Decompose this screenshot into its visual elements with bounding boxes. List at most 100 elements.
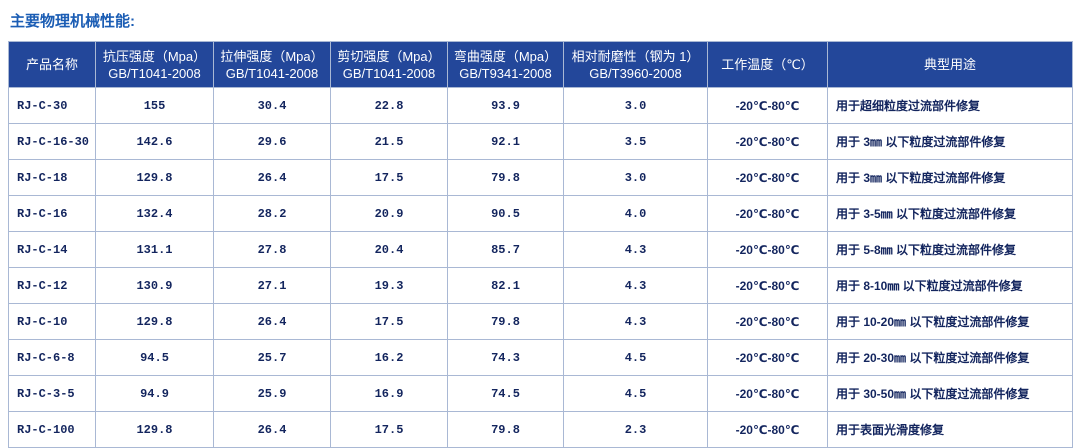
table-cell: 4.5 bbox=[563, 375, 708, 412]
table-cell: 用于表面光滑度修复 bbox=[827, 411, 1073, 448]
table-cell: -20℃-80℃ bbox=[707, 267, 828, 304]
header-text: 产品名称 bbox=[25, 57, 78, 72]
table-cell: 用于 20-30㎜ 以下粒度过流部件修复 bbox=[827, 339, 1073, 376]
table-cell: 用于超细粒度过流部件修复 bbox=[827, 87, 1073, 124]
table-cell: 用于 8-10㎜ 以下粒度过流部件修复 bbox=[827, 267, 1073, 304]
table-cell: -20℃-80℃ bbox=[707, 159, 828, 196]
table-row: RJ-C-18 129.8 26.4 17.5 79.8 3.0 -20℃-80℃ 用于 3㎜… bbox=[8, 159, 1073, 196]
table-cell: RJ-C-10 bbox=[8, 303, 96, 340]
table-cell: RJ-C-12 bbox=[8, 267, 96, 304]
table-body: RJ-C-30 155 30.4 22.8 93.9 3.0 -20℃-80℃ 用于超细粒度过… bbox=[8, 87, 1073, 448]
table-cell: 26.4 bbox=[213, 411, 331, 448]
header-cell: 产品名称 bbox=[8, 41, 96, 88]
table-cell: 4.0 bbox=[563, 195, 708, 232]
table-cell: 28.2 bbox=[213, 195, 331, 232]
table-cell: 27.8 bbox=[213, 231, 331, 268]
table-cell: -20℃-80℃ bbox=[707, 375, 828, 412]
table-row: RJ-C-30 155 30.4 22.8 93.9 3.0 -20℃-80℃ 用于超细粒度过… bbox=[8, 87, 1073, 124]
table-cell: 4.3 bbox=[563, 267, 708, 304]
header-text: 抗压强度（Mpa） bbox=[102, 48, 207, 64]
header-row: 产品名称 抗压强度（Mpa） GB/T1041-2008 拉伸强度（Mpa） GB/T1… bbox=[8, 41, 1073, 88]
table-cell: 92.1 bbox=[447, 123, 564, 160]
header-text: 弯曲强度（Mpa） bbox=[453, 48, 558, 64]
table-cell: 79.8 bbox=[447, 159, 564, 196]
table-cell: 27.1 bbox=[213, 267, 331, 304]
header-text: GB/T9341-2008 bbox=[459, 65, 552, 81]
table-cell: RJ-C-16-30 bbox=[8, 123, 96, 160]
table-cell: RJ-C-16 bbox=[8, 195, 96, 232]
table-cell: -20℃-80℃ bbox=[707, 411, 828, 448]
table-cell: -20℃-80℃ bbox=[707, 231, 828, 268]
table-cell: 16.9 bbox=[330, 375, 448, 412]
table-cell: 26.4 bbox=[213, 303, 331, 340]
table-cell: RJ-C-100 bbox=[8, 411, 96, 448]
header-cell: 弯曲强度（Mpa） GB/T9341-2008 bbox=[447, 41, 564, 88]
table-cell: 25.7 bbox=[213, 339, 331, 376]
table-cell: 16.2 bbox=[330, 339, 448, 376]
table-cell: 20.9 bbox=[330, 195, 448, 232]
header-text: GB/T1041-2008 bbox=[225, 65, 319, 81]
table-cell: RJ-C-14 bbox=[8, 231, 96, 268]
header-cell: 剪切强度（Mpa） GB/T1041-2008 bbox=[330, 41, 448, 88]
table-cell: 132.4 bbox=[95, 195, 214, 232]
header-text: GB/T1041-2008 bbox=[108, 65, 201, 81]
table-row: RJ-C-16 132.4 28.2 20.9 90.5 4.0 -20℃-80℃ 用于 3-… bbox=[8, 195, 1073, 232]
header-text: 拉伸强度（Mpa） bbox=[220, 48, 324, 64]
table-cell: 93.9 bbox=[447, 87, 564, 124]
table-cell: 21.5 bbox=[330, 123, 448, 160]
table-cell: RJ-C-18 bbox=[8, 159, 96, 196]
table-cell: -20℃-80℃ bbox=[707, 195, 828, 232]
table-cell: -20℃-80℃ bbox=[707, 87, 828, 124]
table-cell: -20℃-80℃ bbox=[707, 339, 828, 376]
table-cell: 25.9 bbox=[213, 375, 331, 412]
table-row: RJ-C-100 129.8 26.4 17.5 79.8 2.3 -20℃-80℃ 用于表面… bbox=[8, 411, 1073, 448]
table-cell: 94.5 bbox=[95, 339, 214, 376]
table-cell: 74.3 bbox=[447, 339, 564, 376]
table-row: RJ-C-16-30 142.6 29.6 21.5 92.1 3.5 -20℃-80℃ 用于… bbox=[8, 123, 1073, 160]
table-cell: 用于 3㎜ 以下粒度过流部件修复 bbox=[827, 159, 1073, 196]
table-cell: 29.6 bbox=[213, 123, 331, 160]
table-cell: 4.3 bbox=[563, 231, 708, 268]
header-text: GB/T3960-2008 bbox=[589, 65, 682, 81]
table-row: RJ-C-10 129.8 26.4 17.5 79.8 4.3 -20℃-80℃ 用于 10… bbox=[8, 303, 1073, 340]
table-cell: 17.5 bbox=[330, 411, 448, 448]
header-text: 工作温度（℃） bbox=[721, 57, 814, 72]
table-cell: 17.5 bbox=[330, 303, 448, 340]
table-cell: -20℃-80℃ bbox=[707, 123, 828, 160]
properties-table: 产品名称 抗压强度（Mpa） GB/T1041-2008 拉伸强度（Mpa） GB/T1… bbox=[8, 41, 1073, 448]
table-cell: 131.1 bbox=[95, 231, 214, 268]
table-cell: RJ-C-6-8 bbox=[8, 339, 96, 376]
table-cell: 3.0 bbox=[563, 159, 708, 196]
table-cell: 20.4 bbox=[330, 231, 448, 268]
table-cell: 22.8 bbox=[330, 87, 448, 124]
table-cell: 3.0 bbox=[563, 87, 708, 124]
table-cell: 2.3 bbox=[563, 411, 708, 448]
table-cell: 79.8 bbox=[447, 411, 564, 448]
table-cell: 82.1 bbox=[447, 267, 564, 304]
table-row: RJ-C-14 131.1 27.8 20.4 85.7 4.3 -20℃-80℃ 用于 5-… bbox=[8, 231, 1073, 268]
table-cell: 用于 10-20㎜ 以下粒度过流部件修复 bbox=[827, 303, 1073, 340]
table-cell: 30.4 bbox=[213, 87, 331, 124]
header-text: 剪切强度（Mpa） bbox=[337, 48, 441, 64]
table-cell: 3.5 bbox=[563, 123, 708, 160]
table-cell: 用于 3㎜ 以下粒度过流部件修复 bbox=[827, 123, 1073, 160]
table-cell: 4.5 bbox=[563, 339, 708, 376]
table-row: RJ-C-6-8 94.5 25.7 16.2 74.3 4.5 -20℃-80℃ 用于 20… bbox=[8, 339, 1073, 376]
table-cell: 79.8 bbox=[447, 303, 564, 340]
table-cell: 19.3 bbox=[330, 267, 448, 304]
header-text: 相对耐磨性（钢为 1） bbox=[571, 48, 700, 64]
section-title: 主要物理机械性能: bbox=[10, 13, 135, 30]
header-cell: 典型用途 bbox=[827, 41, 1073, 88]
table-cell: RJ-C-30 bbox=[8, 87, 96, 124]
header-text: 典型用途 bbox=[923, 57, 976, 72]
header-cell: 工作温度（℃） bbox=[707, 41, 828, 88]
table-row: RJ-C-3-5 94.9 25.9 16.9 74.5 4.5 -20℃-80℃ 用于 30… bbox=[8, 375, 1073, 412]
header-text: GB/T1041-2008 bbox=[342, 65, 436, 81]
table-cell: 90.5 bbox=[447, 195, 564, 232]
table-row: RJ-C-12 130.9 27.1 19.3 82.1 4.3 -20℃-80℃ 用于 8-… bbox=[8, 267, 1073, 304]
table-cell: 129.8 bbox=[95, 159, 214, 196]
table-cell: 74.5 bbox=[447, 375, 564, 412]
table-cell: -20℃-80℃ bbox=[707, 303, 828, 340]
table-cell: 129.8 bbox=[95, 303, 214, 340]
